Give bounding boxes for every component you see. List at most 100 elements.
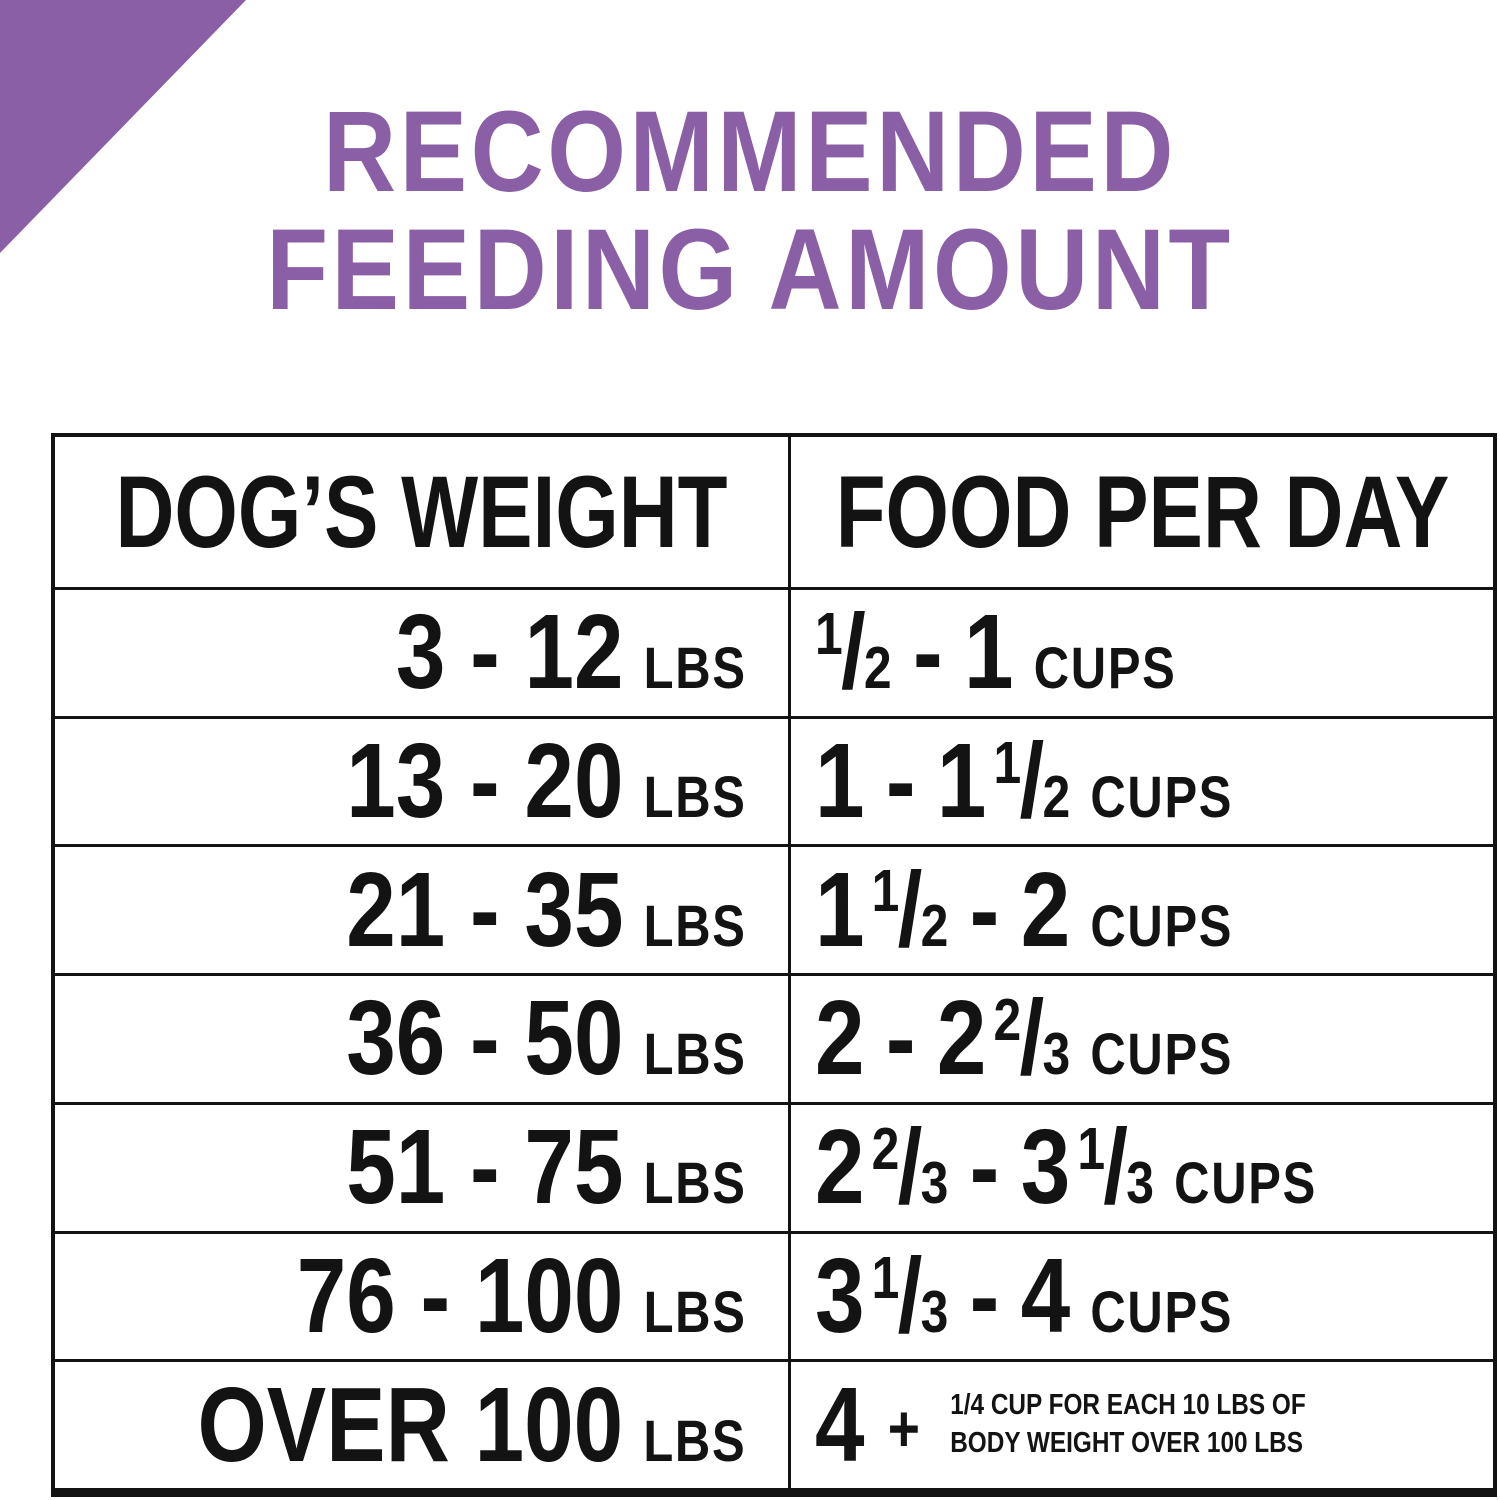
weight-unit: LBS — [643, 1151, 747, 1217]
fraction-slash: / — [1019, 979, 1045, 1098]
weight-cell: 13 - 20 LBS — [55, 718, 792, 845]
fraction-slash: / — [897, 1108, 923, 1227]
food-text: 1 1/2-2 CUPS — [815, 850, 1233, 971]
food-cell: 1 1/2-2 CUPS — [791, 847, 1493, 973]
table-row: 51 - 75 LBS 2 2/3-3 1/3 CUPS — [55, 1101, 1493, 1231]
food-cell: 1/2-1 CUPS — [791, 590, 1493, 716]
range-dash: - — [886, 979, 916, 1098]
fraction: 1/2 — [872, 850, 949, 971]
weight-unit: LBS — [643, 1022, 747, 1088]
range-dash: - — [969, 1236, 1000, 1355]
fraction-denominator: 3 — [1042, 1020, 1071, 1088]
column-header-dogs-weight: DOG’S WEIGHT — [115, 454, 728, 569]
food-value: 2 — [815, 979, 865, 1098]
food-note-line: 1/4 CUP FOR EACH 10 LBS OF — [950, 1389, 1306, 1422]
food-text: 3 1/3-4 CUPS — [815, 1236, 1233, 1357]
fraction-slash: / — [841, 593, 866, 712]
food-value: 2 — [815, 1108, 865, 1227]
fraction: 1/2 — [994, 721, 1071, 842]
range-dash: - — [886, 722, 916, 841]
fraction-denominator: 3 — [1126, 1149, 1155, 1217]
food-value: 4 — [1020, 1236, 1071, 1355]
weight-cell: 51 - 75 LBS — [55, 1104, 792, 1231]
fraction-denominator: 2 — [864, 634, 892, 702]
fraction-numerator: 1 — [871, 857, 900, 925]
weight-value: 13 - 20 — [345, 722, 624, 841]
weight-text: 36 - 50 LBS — [346, 978, 746, 1099]
table-row: 13 - 20 LBS 1-1 1/2 CUPS — [55, 715, 1493, 845]
weight-value: 51 - 75 — [345, 1108, 624, 1227]
weight-unit: LBS — [643, 1408, 747, 1474]
weight-unit: LBS — [643, 893, 747, 959]
food-value: 4 — [815, 1365, 865, 1484]
food-cell: 2-2 2/3 CUPS — [791, 976, 1493, 1102]
feeding-table: DOG’S WEIGHT FOOD PER DAY 3 - 12 LBS 1/2-1… — [51, 433, 1497, 1497]
food-cell: 1-1 1/2 CUPS — [791, 719, 1493, 845]
fraction-numerator: 1 — [871, 1243, 900, 1311]
fraction-numerator: 1 — [993, 728, 1022, 796]
fraction-denominator: 3 — [920, 1149, 949, 1217]
fraction-slash: / — [1019, 722, 1045, 841]
table-header-row: DOG’S WEIGHT FOOD PER DAY — [55, 437, 1493, 587]
food-value: 2 — [937, 979, 987, 1098]
weight-cell: OVER 100 LBS — [55, 1362, 792, 1488]
range-dash: - — [969, 850, 1000, 969]
food-value: 1 — [815, 850, 865, 969]
table-row: OVER 100 LBS 4 +1/4 CUP FOR EACH 10 LBS OF B… — [55, 1359, 1493, 1488]
fraction: 1/3 — [872, 1236, 949, 1357]
fraction-numerator: 2 — [871, 1114, 900, 1182]
page-title-line-1: RECOMMENDED — [323, 88, 1177, 216]
weight-cell: 3 - 12 LBS — [55, 590, 792, 716]
page-title-line-2: FEEDING AMOUNT — [266, 206, 1234, 335]
food-note-line: BODY WEIGHT OVER 100 LBS — [950, 1427, 1304, 1460]
fraction: 2/3 — [994, 978, 1071, 1099]
food-value: 1 — [937, 722, 987, 841]
food-unit: CUPS — [1090, 1279, 1234, 1345]
fraction-slash: / — [897, 850, 923, 969]
fraction-denominator: 2 — [920, 891, 949, 959]
table-row: 3 - 12 LBS 1/2-1 CUPS — [55, 587, 1493, 716]
range-dash: - — [913, 593, 943, 712]
weight-text: 76 - 100 LBS — [296, 1236, 746, 1357]
weight-text: 51 - 75 LBS — [346, 1107, 746, 1228]
food-text: 1/2-1 CUPS — [815, 592, 1177, 713]
food-unit: CUPS — [1174, 1151, 1318, 1217]
weight-text: 13 - 20 LBS — [346, 721, 746, 842]
food-cell: 4 +1/4 CUP FOR EACH 10 LBS OF BODY WEIGHT … — [791, 1362, 1493, 1488]
food-unit: CUPS — [1090, 765, 1234, 831]
weight-text: 21 - 35 LBS — [346, 850, 746, 971]
fraction: 1/3 — [1078, 1107, 1155, 1228]
food-value: 2 — [1020, 850, 1071, 969]
table-row: 21 - 35 LBS 1 1/2-2 CUPS — [55, 844, 1493, 974]
fraction-denominator: 3 — [920, 1277, 949, 1345]
food-cell: 2 2/3-3 1/3 CUPS — [791, 1105, 1493, 1231]
column-header-food-per-day: FOOD PER DAY — [835, 454, 1449, 569]
table-row: 36 - 50 LBS 2-2 2/3 CUPS — [55, 973, 1493, 1102]
weight-value: 36 - 50 — [345, 979, 624, 1098]
food-text: 2 2/3-3 1/3 CUPS — [815, 1107, 1317, 1228]
weight-value: 3 - 12 — [395, 593, 624, 712]
header-cell-dogs-weight: DOG’S WEIGHT — [55, 437, 792, 587]
food-value: 3 — [815, 1236, 865, 1355]
food-value: 3 — [1020, 1108, 1071, 1227]
food-unit: CUPS — [1090, 1022, 1234, 1088]
weight-unit: LBS — [643, 765, 747, 831]
range-dash: - — [969, 1108, 1000, 1227]
fraction-numerator: 1 — [1077, 1114, 1106, 1182]
food-text: 4 +1/4 CUP FOR EACH 10 LBS OF BODY WEIGHT … — [815, 1365, 1306, 1486]
food-text: 1-1 1/2 CUPS — [815, 721, 1233, 842]
fraction-numerator: 2 — [993, 986, 1022, 1054]
weight-cell: 36 - 50 LBS — [55, 976, 792, 1102]
fraction-slash: / — [897, 1236, 923, 1355]
weight-text: 3 - 12 LBS — [395, 592, 746, 713]
fraction: 1/2 — [815, 592, 892, 713]
fraction: 2/3 — [872, 1107, 949, 1228]
weight-unit: LBS — [643, 1279, 747, 1345]
food-note: 1/4 CUP FOR EACH 10 LBS OF BODY WEIGHT OV… — [950, 1387, 1306, 1462]
weight-value: 21 - 35 — [345, 850, 624, 969]
weight-cell: 76 - 100 LBS — [55, 1233, 792, 1360]
food-value: 1 — [815, 722, 865, 841]
weight-value: OVER 100 — [197, 1365, 624, 1484]
food-text: 2-2 2/3 CUPS — [815, 978, 1233, 1099]
plus-sign: + — [887, 1391, 921, 1465]
